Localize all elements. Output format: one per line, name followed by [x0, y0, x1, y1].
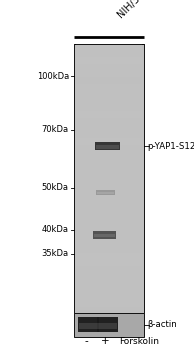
- Bar: [76, 172, 142, 178]
- Bar: [76, 226, 142, 232]
- Bar: [76, 104, 142, 111]
- Bar: [76, 185, 142, 192]
- Bar: [79, 323, 98, 329]
- Text: 100kDa: 100kDa: [37, 72, 69, 80]
- Bar: [74, 44, 144, 313]
- Bar: [76, 259, 142, 266]
- Text: β-actin: β-actin: [147, 320, 177, 329]
- Text: NIH/3T3: NIH/3T3: [115, 0, 150, 19]
- Bar: [76, 145, 142, 152]
- Bar: [76, 77, 142, 84]
- Bar: [76, 57, 142, 64]
- Bar: [76, 266, 142, 273]
- Bar: [93, 231, 116, 239]
- Bar: [96, 145, 119, 149]
- Text: 50kDa: 50kDa: [42, 183, 69, 192]
- Bar: [76, 219, 142, 226]
- Bar: [76, 71, 142, 77]
- Bar: [76, 246, 142, 253]
- Text: -: -: [84, 336, 88, 346]
- Bar: [76, 64, 142, 71]
- Bar: [76, 50, 142, 57]
- Bar: [76, 178, 142, 185]
- Bar: [76, 199, 142, 205]
- Bar: [74, 313, 144, 337]
- Bar: [76, 192, 142, 199]
- Bar: [76, 111, 142, 118]
- Bar: [76, 280, 142, 286]
- Bar: [94, 234, 115, 237]
- Bar: [76, 91, 142, 98]
- Bar: [76, 98, 142, 104]
- Bar: [76, 44, 142, 50]
- Bar: [76, 84, 142, 91]
- Text: 40kDa: 40kDa: [42, 225, 69, 234]
- Bar: [76, 232, 142, 239]
- Bar: [76, 205, 142, 212]
- Text: p-YAP1-S128: p-YAP1-S128: [147, 142, 194, 150]
- Bar: [97, 317, 118, 332]
- Bar: [96, 190, 115, 195]
- Bar: [76, 293, 142, 300]
- Bar: [97, 192, 114, 194]
- Bar: [76, 300, 142, 307]
- Bar: [76, 253, 142, 259]
- Bar: [76, 286, 142, 293]
- Bar: [76, 131, 142, 138]
- Text: 70kDa: 70kDa: [42, 126, 69, 134]
- Bar: [76, 165, 142, 172]
- Bar: [76, 118, 142, 125]
- Text: Forskolin: Forskolin: [119, 337, 159, 346]
- Bar: [76, 138, 142, 145]
- Bar: [95, 142, 120, 150]
- Text: +: +: [101, 336, 110, 346]
- Bar: [76, 307, 142, 313]
- Bar: [76, 212, 142, 219]
- Bar: [98, 323, 117, 329]
- Text: 35kDa: 35kDa: [42, 250, 69, 258]
- Bar: [76, 125, 142, 131]
- Bar: [76, 273, 142, 280]
- Bar: [76, 152, 142, 158]
- Bar: [76, 158, 142, 165]
- Bar: [78, 317, 99, 332]
- Bar: [76, 239, 142, 246]
